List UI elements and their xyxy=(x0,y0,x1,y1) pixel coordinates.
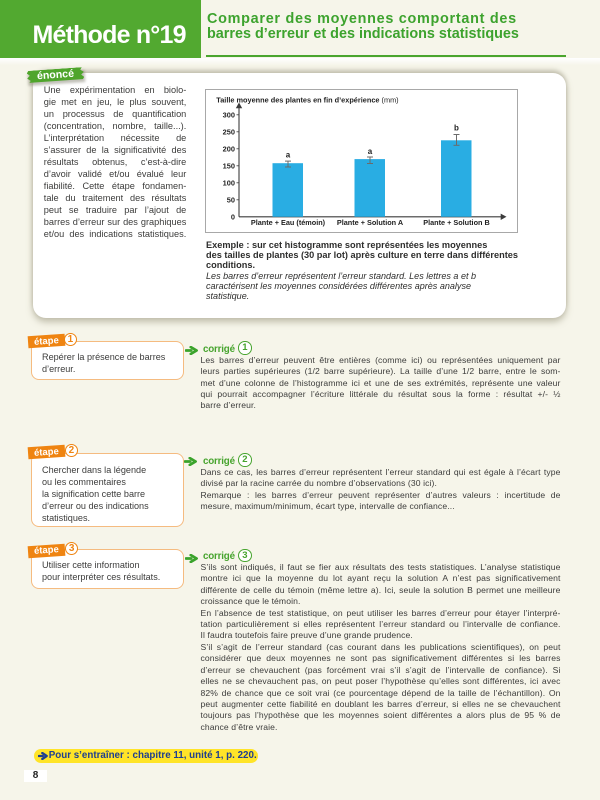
svg-text:250: 250 xyxy=(223,127,235,136)
svg-text:300: 300 xyxy=(223,110,235,119)
svg-text:a: a xyxy=(286,150,291,159)
svg-text:Taille moyenne des plantes en: Taille moyenne des plantes en fin d’expé… xyxy=(216,95,398,104)
svg-text:0: 0 xyxy=(231,212,235,221)
svg-text:50: 50 xyxy=(227,195,235,204)
svg-text:b: b xyxy=(454,123,459,132)
svg-text:150: 150 xyxy=(223,161,235,170)
svg-text:a: a xyxy=(368,146,373,155)
svg-text:100: 100 xyxy=(223,178,235,187)
svg-text:Plante + Solution B: Plante + Solution B xyxy=(423,218,490,227)
svg-text:200: 200 xyxy=(223,144,235,153)
svg-text:Plante + Eau (témoin): Plante + Eau (témoin) xyxy=(251,218,326,227)
svg-text:Plante + Solution A: Plante + Solution A xyxy=(337,218,404,227)
